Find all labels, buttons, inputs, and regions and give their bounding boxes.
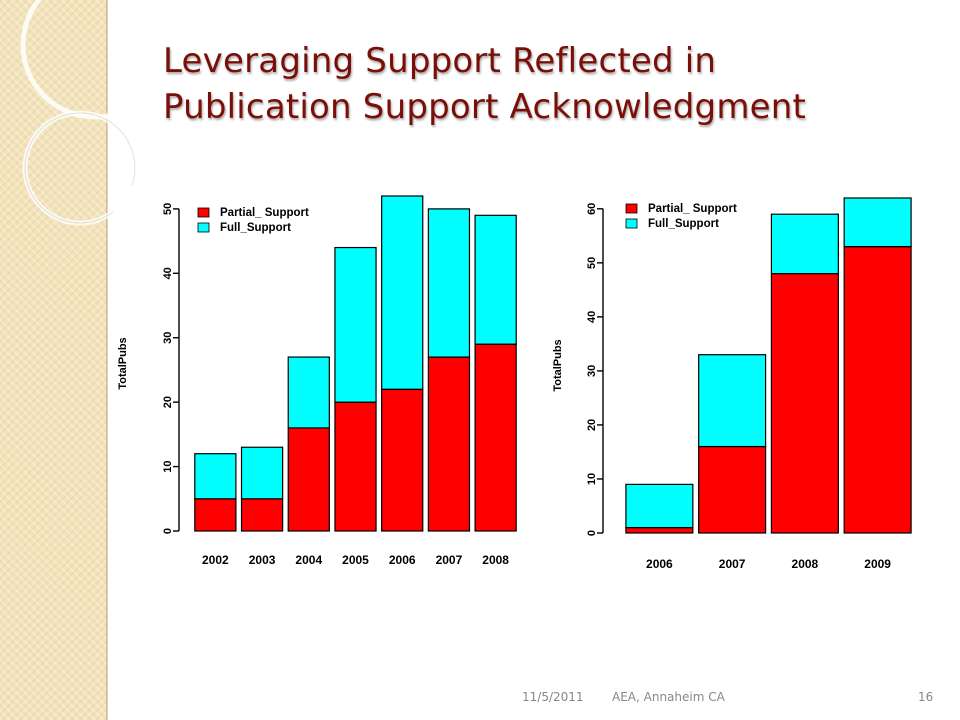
chart2-y-tick-label: 20 [586,419,598,431]
chart1-y-tick-label: 10 [162,460,174,472]
chart2-bar-2007-partial [698,445,767,534]
chart1-x-tick-label: 2007 [436,553,463,567]
chart2-bar-2009-full [843,197,912,248]
chart1-x-tick-label: 2008 [482,553,509,567]
slide-title-line-1: Leveraging Support Reflected in [163,41,717,81]
chart1-y-tick-label: 40 [162,267,174,279]
chart1-legend-swatch [197,222,210,233]
bar-chart-2002-2008-svg: 0 10 20 30 40 50 TotalPubs 2002 2003 2004 2005 2006… [117,195,517,567]
footer-date: 11/5/2011 [522,690,584,704]
chart1-bar-2006-partial [381,388,424,532]
chart2-x-tick-label: 2009 [864,557,891,571]
chart1-bar-2002-full [194,453,237,500]
chart1-bar-2003-partial [240,498,284,532]
chart2-y-tick-label: 30 [586,365,598,377]
chart1-legend-label: Full_Support [220,222,291,234]
chart2-x-tick-label: 2006 [646,557,673,571]
bar-chart-2002-2008: 0 10 20 30 40 50 TotalPubs 2002 2003 2004 2005 2006… [113,186,523,576]
chart2-y-tick-label: 40 [586,311,598,323]
chart1-bar-2008-partial [474,343,517,532]
bar-chart-2006-2009: 0 10 20 30 40 50 60 TotalPubs 2006 2007 2008 2009 Pa… [548,184,928,580]
chart1-x-tick-label: 2003 [249,553,276,567]
chart1-bar-2007-partial [427,356,471,532]
sidebar-edge [106,0,108,720]
chart1-bar-2008-full [474,214,517,345]
chart1-legend-label: Partial_ Support [220,207,309,219]
chart1-y-tick-label: 20 [162,396,174,408]
chart2-bar-2008-partial [770,273,839,534]
chart2-legend-label: Full_Support [648,218,719,230]
chart1-bar-2004-partial [287,427,330,532]
chart1-y-tick-label: 50 [162,203,174,215]
chart1-y-tick-label: 0 [162,528,174,534]
chart2-y-tick-label: 10 [586,473,598,485]
chart1-y-tick-label: 30 [162,332,174,344]
chart2-y-tick-label: 0 [586,530,598,536]
chart1-x-tick-label: 2002 [202,553,229,567]
chart2-x-tick-label: 2008 [792,557,819,571]
decorative-circles [20,0,160,226]
chart2-y-tick-label: 50 [586,257,598,269]
chart1-bar-2005-full [334,246,377,403]
chart1-bar-2005-partial [334,401,377,532]
footer-venue: AEA, Annaheim CA [612,690,725,704]
chart1-x-tick-label: 2006 [389,553,416,567]
bar-chart-2006-2009-svg: 0 10 20 30 40 50 60 TotalPubs 2006 2007 2008 2009 Pa… [552,197,912,571]
chart2-legend-label: Partial_ Support [648,203,737,215]
chart2-x-tick-label: 2007 [719,557,746,571]
chart2-legend-swatch [625,218,638,229]
chart2-bar-2006-partial [625,526,694,534]
footer: 11/5/2011 AEA, Annaheim CA 16 [0,690,960,710]
page-number: 16 [918,690,934,704]
chart2-bar-2006-full [625,483,694,529]
chart1-bar-2007-full [427,208,471,358]
chart1-y-axis-label: TotalPubs [117,337,129,389]
chart1-bar-2006-full [381,195,424,390]
chart2-y-tick-label: 60 [586,203,598,215]
chart1-bar-2002-partial [194,498,237,532]
chart1-x-tick-label: 2004 [295,553,322,567]
slide-title-line-2: Publication Support Acknowledgment [163,87,807,127]
chart1-x-tick-label: 2005 [342,553,369,567]
chart2-bar-2008-full [770,213,839,275]
slide-title: Leveraging Support Reflected in Publicat… [163,38,923,130]
chart1-legend-swatch [197,207,210,218]
chart2-y-axis-label: TotalPubs [552,339,564,391]
chart1-bar-2003-full [240,446,284,500]
chart1-bar-2004-full [287,356,330,429]
chart2-legend-swatch [625,203,638,214]
chart2-bar-2009-partial [843,246,912,534]
chart2-bar-2007-full [698,354,767,448]
